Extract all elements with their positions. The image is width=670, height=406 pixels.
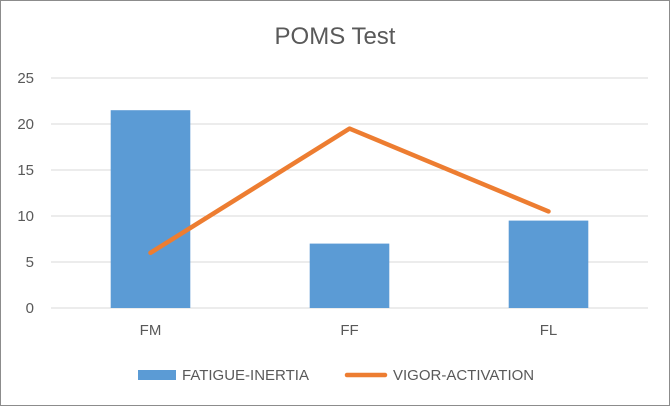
- x-axis-categories: FM FF FL: [140, 322, 558, 339]
- bar: [508, 220, 589, 308]
- bar: [309, 243, 390, 308]
- y-tick-label: 15: [17, 162, 34, 179]
- y-tick-label: 25: [17, 70, 34, 87]
- bar-series: [110, 110, 589, 308]
- legend: FATIGUE-INERTIA VIGOR-ACTIVATION: [138, 367, 534, 384]
- x-category-label: FM: [140, 322, 162, 339]
- series-line: [148, 126, 551, 256]
- x-category-label: FF: [340, 322, 358, 339]
- y-axis-ticks: 0 5 10 15 20 25: [17, 70, 34, 317]
- chart-title: POMS Test: [275, 23, 396, 50]
- legend-label: VIGOR-ACTIVATION: [393, 367, 534, 384]
- bar: [110, 110, 191, 308]
- legend-swatch-bar: [138, 370, 176, 380]
- legend-label: FATIGUE-INERTIA: [182, 367, 309, 384]
- y-tick-label: 0: [26, 300, 34, 317]
- y-tick-label: 5: [26, 254, 34, 271]
- y-tick-label: 10: [17, 208, 34, 225]
- y-tick-label: 20: [17, 116, 34, 133]
- x-category-label: FL: [540, 322, 558, 339]
- line-series: [148, 126, 551, 256]
